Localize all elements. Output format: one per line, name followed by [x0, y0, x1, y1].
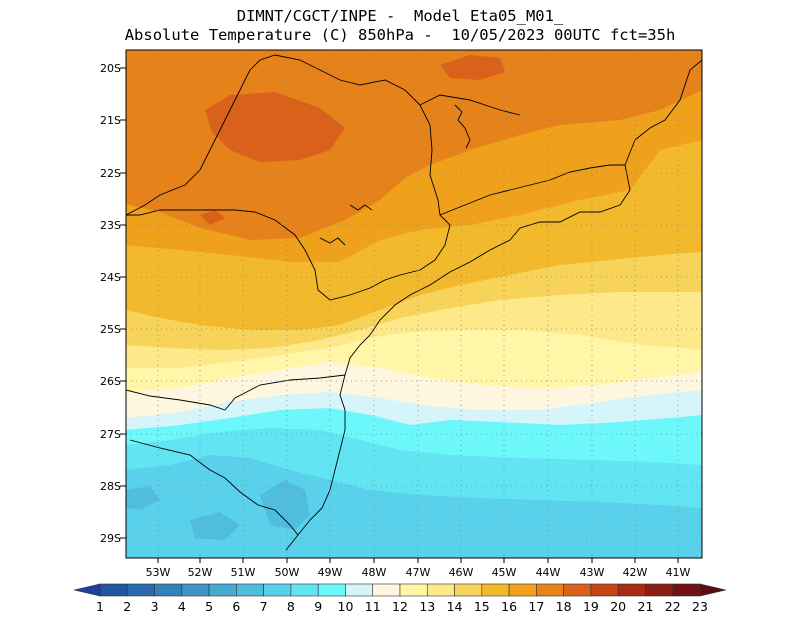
- coastline: [285, 59, 702, 551]
- band-19: [440, 55, 505, 80]
- colorbar-label: 7: [260, 599, 268, 614]
- band-7: [190, 512, 240, 540]
- state-border: [129, 439, 299, 536]
- colorbar-swatch: [126, 583, 155, 597]
- colorbar-label: 19: [583, 599, 599, 614]
- title-line-2: Absolute Temperature (C) 850hPa - 10/05/…: [124, 26, 676, 44]
- lat-label: 23S: [100, 219, 121, 232]
- colorbar-label: 13: [419, 599, 435, 614]
- lon-label: 41W: [666, 566, 691, 579]
- colorbar-label: 4: [178, 599, 186, 614]
- colorbar-swatch: [99, 583, 128, 597]
- band-7: [260, 480, 310, 530]
- colorbar-label: 6: [232, 599, 240, 614]
- state-border: [126, 54, 451, 301]
- lon-label: 52W: [188, 566, 213, 579]
- lat-label: 25S: [100, 323, 121, 336]
- lon-label: 51W: [231, 566, 256, 579]
- colorbar: 1 2 3 4 5 6 7 8 9 10 11 12 13 14 15 16 17 18 19 20 21 22 23: [73, 583, 727, 614]
- colorbar-high-arrow: [699, 583, 727, 597]
- colorbar-label: 16: [501, 599, 517, 614]
- colorbar-swatch: [345, 583, 374, 597]
- colorbar-label: 12: [392, 599, 408, 614]
- colorbar-label: 18: [556, 599, 572, 614]
- colorbar-swatch: [645, 583, 674, 597]
- lon-label: 46W: [449, 566, 474, 579]
- colorbar-label: 9: [314, 599, 322, 614]
- temperature-field: [126, 50, 702, 558]
- colorbar-label: 3: [151, 599, 159, 614]
- colorbar-swatch: [236, 583, 264, 597]
- lat-label: 24S: [100, 271, 121, 284]
- colorbar-label: 23: [692, 599, 708, 614]
- colorbar-label: 2: [123, 599, 131, 614]
- colorbar-swatch: [563, 583, 592, 597]
- state-border: [439, 164, 625, 216]
- colorbar-swatch: [536, 583, 564, 597]
- lat-label: 29S: [100, 532, 121, 545]
- colorbar-label: 10: [338, 599, 354, 614]
- colorbar-label: 5: [205, 599, 213, 614]
- colorbar-label: 17: [528, 599, 544, 614]
- colorbar-swatch: [399, 583, 428, 597]
- colorbar-swatch: [508, 583, 537, 597]
- lon-label: 43W: [580, 566, 605, 579]
- colorbar-swatch: [672, 583, 701, 597]
- lon-label: 48W: [362, 566, 387, 579]
- colorbar-swatch: [617, 583, 646, 597]
- colorbar-label: 22: [665, 599, 681, 614]
- band-8: [126, 455, 702, 558]
- state-border: [126, 374, 346, 411]
- colorbar-label: 11: [365, 599, 381, 614]
- colorbar-low-arrow: [73, 583, 101, 597]
- colorbar-label: 20: [610, 599, 626, 614]
- colorbar-swatch: [590, 583, 619, 597]
- lon-label: 45W: [492, 566, 517, 579]
- title-line-1: DIMNT/CGCT/INPE - Model Eta05_M01_: [236, 7, 564, 25]
- colorbar-swatch: [481, 583, 510, 597]
- lon-label: 47W: [406, 566, 431, 579]
- lon-label: 44W: [536, 566, 561, 579]
- colorbar-swatch: [426, 583, 455, 597]
- graticule: [126, 50, 702, 558]
- lon-label: 42W: [623, 566, 648, 579]
- colorbar-swatch: [317, 583, 346, 597]
- lon-label: 49W: [318, 566, 343, 579]
- map-frame: [125, 49, 703, 559]
- colorbar-swatch: [263, 583, 292, 597]
- colorbar-swatch: [372, 583, 401, 597]
- state-border: [419, 94, 521, 116]
- band-7: [126, 486, 160, 510]
- colorbar-swatch: [454, 583, 483, 597]
- lon-label: 50W: [275, 566, 300, 579]
- lat-label: 22S: [100, 167, 121, 180]
- colorbar-label: 1: [96, 599, 104, 614]
- lon-label: 53W: [146, 566, 171, 579]
- colorbar-swatch: [181, 583, 210, 597]
- colorbar-label: 14: [447, 599, 463, 614]
- band-19: [200, 210, 225, 225]
- lat-label: 28S: [100, 480, 121, 493]
- colorbar-swatch: [290, 583, 319, 597]
- lat-label: 21S: [100, 114, 121, 127]
- lat-label: 26S: [100, 375, 121, 388]
- river: [319, 237, 346, 246]
- lat-label: 27S: [100, 428, 121, 441]
- colorbar-label: 21: [638, 599, 654, 614]
- colorbar-swatch: [154, 583, 183, 597]
- lat-label: 20S: [100, 62, 121, 75]
- lon-axis: 53W 52W 51W 50W 49W 48W 47W 46W 45W 44W …: [146, 558, 691, 579]
- colorbar-label: 15: [474, 599, 490, 614]
- colorbar-label: 8: [287, 599, 295, 614]
- river: [349, 204, 373, 211]
- coastline-and-borders: [126, 54, 702, 551]
- band-19: [205, 92, 345, 162]
- colorbar-swatch: [208, 583, 237, 597]
- lat-axis: 20S 21S 22S 23S 24S 25S 26S 27S 28S 29S: [100, 62, 126, 545]
